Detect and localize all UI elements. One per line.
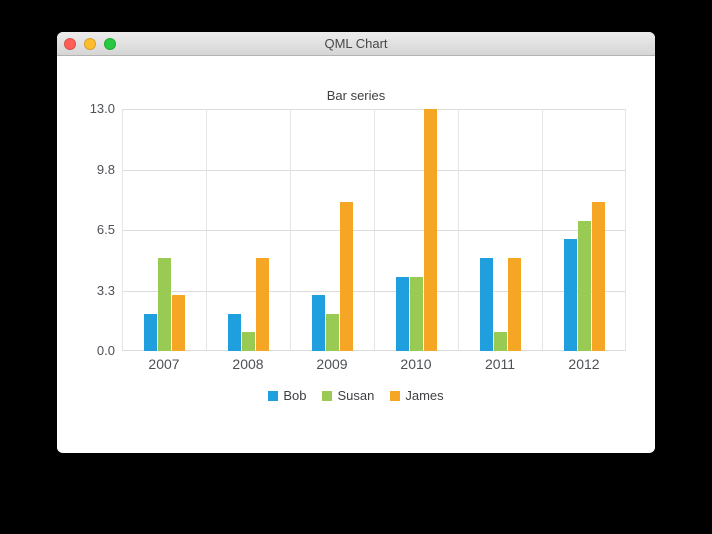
bar-bob-2010 — [395, 276, 409, 351]
y-tick-label: 3.3 — [96, 282, 115, 298]
x-tick-label-2007: 2007 — [148, 356, 180, 372]
bar-james-2008 — [255, 257, 269, 351]
close-button[interactable] — [64, 38, 76, 50]
bar-susan-2011 — [493, 332, 507, 351]
bar-group-2008 — [206, 109, 290, 351]
x-axis-labels: 2007 2008 2009 2010 2011 2012 — [122, 356, 626, 374]
legend-label: Bob — [283, 388, 307, 403]
y-tick-label: 9.8 — [96, 161, 115, 177]
x-tick-label-2008: 2008 — [232, 356, 264, 372]
bar-susan-2008 — [241, 332, 255, 351]
bar-susan-2009 — [325, 313, 339, 351]
vgridline — [458, 109, 459, 351]
legend-swatch-icon — [268, 390, 279, 401]
vgridline — [290, 109, 291, 351]
zoom-button[interactable] — [104, 38, 116, 50]
x-tick-label-2011: 2011 — [484, 356, 516, 372]
vgridline — [206, 109, 207, 351]
traffic-lights — [64, 38, 116, 50]
bar-bob-2012 — [563, 239, 577, 351]
legend-item-susan[interactable]: Susan — [322, 388, 374, 403]
bar-james-2009 — [339, 202, 353, 351]
x-tick-label-2012: 2012 — [568, 356, 600, 372]
bar-susan-2010 — [409, 276, 423, 351]
plot-area — [122, 109, 626, 351]
legend-label: Susan — [337, 388, 375, 403]
vgridline — [122, 109, 123, 351]
y-tick-label: 0.0 — [96, 343, 115, 358]
legend-swatch-icon — [322, 390, 333, 401]
vgridline — [542, 109, 543, 351]
bar-bob-2011 — [479, 257, 493, 351]
y-axis-labels: 13.0 9.8 6.5 3.3 0.0 — [57, 101, 115, 358]
bar-bob-2009 — [311, 295, 325, 351]
vgridline — [625, 109, 626, 351]
chart-view: Bar series 13.0 9.8 6.5 3.3 0.0 2007 2008 2009… — [57, 56, 655, 452]
minimize-button[interactable] — [84, 38, 96, 50]
app-window: QML Chart Bar series 13.0 9.8 6.5 3.3 0.0 20… — [57, 32, 655, 453]
vgridline — [374, 109, 375, 351]
y-tick-label: 13.0 — [89, 101, 115, 116]
bar-bob-2007 — [143, 313, 157, 351]
legend-label: James — [405, 388, 444, 403]
chart-title: Bar series — [326, 88, 386, 103]
y-tick-label: 6.5 — [96, 222, 115, 237]
bar-susan-2007 — [157, 257, 171, 351]
bar-james-2011 — [507, 257, 521, 351]
legend-item-james[interactable]: James — [390, 388, 444, 403]
bar-group-2011 — [458, 109, 542, 351]
chart-legend: Bob Susan James — [57, 388, 655, 403]
bar-group-2010 — [374, 109, 458, 351]
bar-james-2007 — [171, 295, 185, 351]
x-tick-label-2010: 2010 — [400, 356, 432, 372]
bar-james-2012 — [591, 202, 605, 351]
bar-group-2009 — [290, 109, 374, 351]
window-title: QML Chart — [324, 36, 388, 51]
bar-susan-2012 — [577, 220, 591, 351]
bar-group-2007 — [122, 109, 206, 351]
x-tick-label-2009: 2009 — [316, 356, 348, 372]
bar-bob-2008 — [227, 313, 241, 351]
legend-swatch-icon — [390, 390, 401, 401]
window-titlebar[interactable]: QML Chart — [57, 32, 655, 56]
bar-james-2010 — [423, 109, 437, 351]
bar-group-2012 — [542, 109, 626, 351]
legend-item-bob[interactable]: Bob — [268, 388, 306, 403]
